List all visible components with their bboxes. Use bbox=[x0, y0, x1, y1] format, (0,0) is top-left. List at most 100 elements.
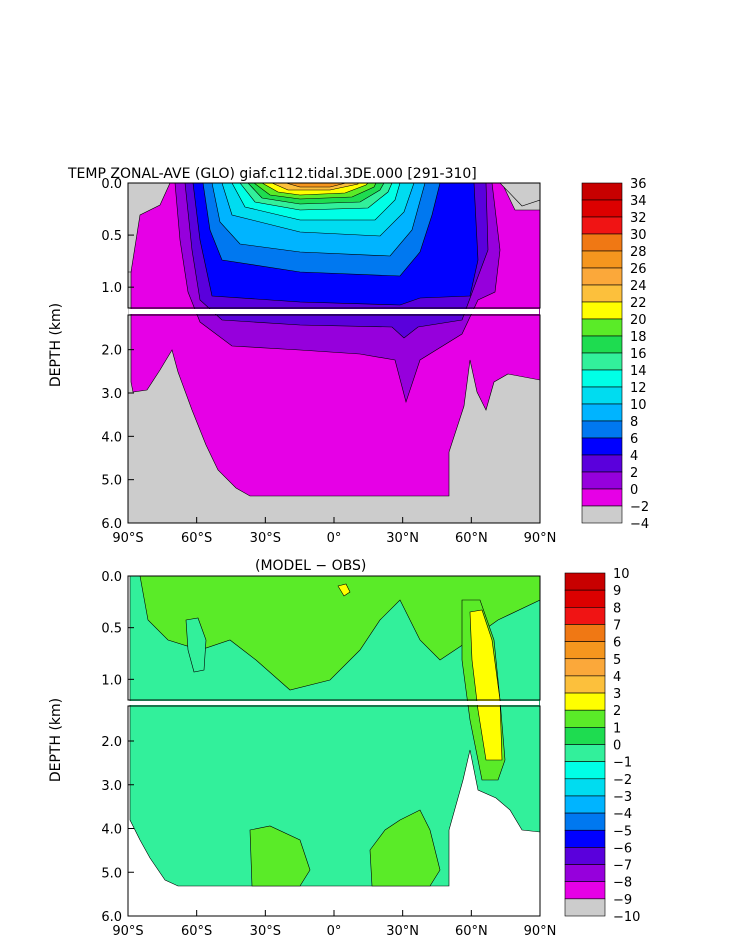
y-tick-label: 3.0 bbox=[101, 387, 122, 402]
colorbar-label: 24 bbox=[630, 279, 647, 294]
colorbar-label: −2 bbox=[630, 500, 649, 515]
diff-band-1-2 bbox=[469, 609, 503, 761]
colorbar-label: 10 bbox=[630, 398, 647, 413]
colorbar-label: 2 bbox=[613, 704, 621, 719]
colorbar-swatch bbox=[581, 216, 623, 235]
colorbar-label: 0 bbox=[630, 483, 638, 498]
y-tick-label: 1.0 bbox=[101, 281, 122, 296]
colorbar-label: 16 bbox=[630, 347, 647, 362]
diff-band-0-1-deep bbox=[249, 825, 311, 887]
y-tick-label: 3.0 bbox=[101, 779, 122, 794]
y-tick-label: 5.0 bbox=[101, 474, 122, 489]
colorbar-swatch bbox=[564, 881, 606, 900]
colorbar-swatch bbox=[564, 692, 606, 711]
x-tick-label: 90°S bbox=[112, 924, 143, 939]
colorbar-swatch bbox=[564, 778, 606, 797]
colorbar-label: 30 bbox=[630, 228, 647, 243]
colorbar-swatch bbox=[564, 709, 606, 728]
land-antarctic bbox=[128, 183, 171, 273]
colorbar-swatch bbox=[581, 335, 623, 354]
colorbar-swatch bbox=[564, 812, 606, 831]
x-tick-label: 30°S bbox=[250, 924, 281, 939]
colorbar-label: −4 bbox=[613, 807, 632, 822]
colorbar-label: 4 bbox=[613, 670, 621, 685]
x-tick-label: 90°N bbox=[524, 924, 557, 939]
colorbar-label: 20 bbox=[630, 313, 647, 328]
colorbar-swatch bbox=[581, 420, 623, 439]
colorbar-swatch bbox=[581, 182, 623, 201]
colorbar-swatch bbox=[564, 847, 606, 865]
colorbar-label: −3 bbox=[613, 790, 632, 805]
colorbar-swatch bbox=[564, 898, 606, 917]
difference-upper-frame bbox=[127, 575, 541, 701]
colorbar-swatch bbox=[581, 233, 623, 252]
colorbar-swatch bbox=[581, 505, 623, 524]
colorbar-swatch bbox=[581, 471, 623, 490]
x-tick-label: 30°N bbox=[386, 531, 419, 546]
colorbar-label: −5 bbox=[613, 824, 632, 839]
colorbar-label: 4 bbox=[630, 449, 638, 464]
colorbar-swatch bbox=[564, 727, 606, 745]
colorbar-label: 8 bbox=[630, 415, 638, 430]
y-tick-label: 0.5 bbox=[101, 622, 122, 637]
temperature-upper-frame bbox=[127, 182, 541, 309]
colorbar-swatch bbox=[564, 761, 606, 780]
temperature-y-axis-label: DEPTH (km) bbox=[48, 303, 64, 387]
temperature-field bbox=[128, 183, 540, 523]
colorbar-swatch bbox=[564, 658, 606, 677]
colorbar-swatch bbox=[581, 318, 623, 337]
colorbar-label: 28 bbox=[630, 245, 647, 260]
colorbar-label: 6 bbox=[613, 636, 621, 651]
difference-y-ticks: 0.0 0.5 1.0 2.0 3.0 4.0 5.0 6.0 bbox=[101, 570, 134, 925]
y-tick-label: 4.0 bbox=[101, 430, 122, 445]
colorbar-label: 9 bbox=[613, 584, 621, 599]
colorbar-swatch bbox=[564, 589, 606, 608]
x-tick-label: 60°S bbox=[181, 531, 212, 546]
colorbar-label: −10 bbox=[613, 910, 640, 925]
diff-band-minus1-pocket bbox=[185, 617, 207, 673]
difference-y-axis-label: DEPTH (km) bbox=[48, 698, 64, 782]
colorbar-swatch bbox=[581, 454, 623, 473]
y-tick-label: 5.0 bbox=[101, 866, 122, 881]
colorbar-label: 12 bbox=[630, 381, 647, 396]
colorbar-label: 18 bbox=[630, 330, 647, 345]
colorbar-swatch bbox=[564, 641, 606, 660]
colorbar-label: 26 bbox=[630, 262, 647, 277]
colorbar-label: −2 bbox=[613, 773, 632, 788]
colorbar-label: −4 bbox=[630, 517, 649, 532]
colorbar-label: 8 bbox=[613, 601, 621, 616]
colorbar-label: 22 bbox=[630, 296, 647, 311]
colorbar-swatch bbox=[581, 437, 623, 456]
colorbar-label: 10 bbox=[613, 567, 630, 582]
x-tick-label: 30°N bbox=[386, 924, 419, 939]
diff-band-0-1-deep2 bbox=[369, 809, 441, 887]
colorbar-label: 34 bbox=[630, 194, 647, 209]
colorbar-swatch bbox=[564, 572, 606, 591]
difference-panel: (MODEL − OBS) DEPTH (km) 0.0 0.5 1.0 2.0 3.0… bbox=[48, 558, 640, 939]
y-tick-label: 2.0 bbox=[101, 735, 122, 750]
y-tick-label: 6.0 bbox=[101, 910, 122, 925]
x-tick-label: 60°N bbox=[455, 531, 488, 546]
colorbar-swatch bbox=[581, 403, 623, 422]
colorbar-label: 14 bbox=[630, 364, 647, 379]
x-tick-label: 0° bbox=[327, 531, 342, 546]
colorbar-swatch bbox=[564, 744, 606, 762]
colorbar-label: −6 bbox=[613, 841, 632, 856]
difference-field bbox=[128, 576, 540, 916]
colorbar-label: 7 bbox=[613, 618, 621, 633]
y-tick-label: 4.0 bbox=[101, 823, 122, 838]
x-tick-label: 0° bbox=[327, 924, 342, 939]
difference-title: (MODEL − OBS) bbox=[255, 558, 366, 574]
temperature-title: TEMP ZONAL-AVE (GLO) giaf.c112.tidal.3DE… bbox=[67, 166, 477, 182]
colorbar-label: −7 bbox=[613, 859, 632, 874]
colorbar-swatch bbox=[581, 386, 623, 405]
colorbar-label: 36 bbox=[630, 177, 647, 192]
colorbar-label: 2 bbox=[630, 466, 638, 481]
colorbar-label: 0 bbox=[613, 739, 621, 754]
land-arctic bbox=[499, 183, 540, 207]
x-tick-label: 90°N bbox=[524, 531, 557, 546]
diff-band-1-2-spot bbox=[337, 583, 351, 597]
temperature-panel: TEMP ZONAL-AVE (GLO) giaf.c112.tidal.3DE… bbox=[48, 166, 649, 546]
colorbar-label: 6 bbox=[630, 432, 638, 447]
